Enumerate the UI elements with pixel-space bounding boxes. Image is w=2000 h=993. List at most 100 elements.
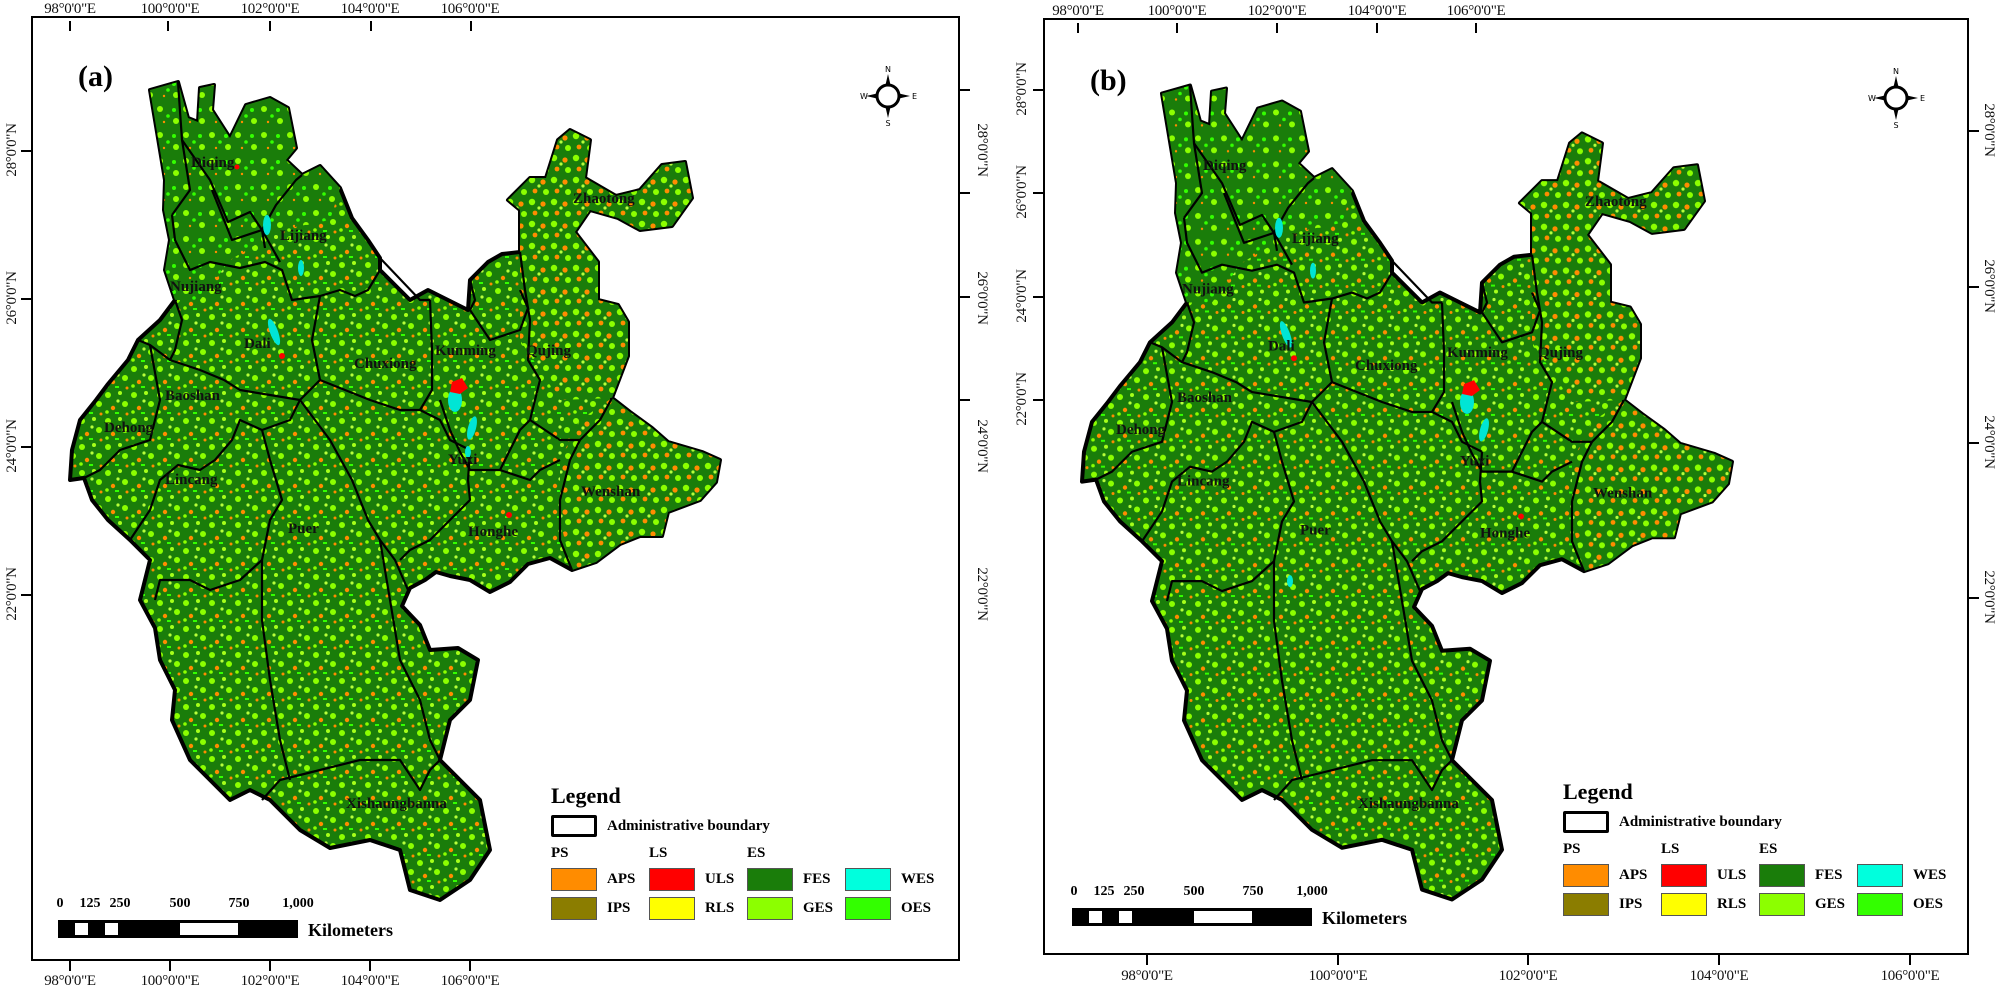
legend-title: Legend <box>1563 779 1633 804</box>
lon-tick <box>69 21 71 31</box>
lat-tick <box>960 296 970 298</box>
legend-item-ips: IPS <box>551 897 649 920</box>
region-label: Yuxi <box>1460 454 1489 470</box>
lon-tick <box>269 21 271 31</box>
lon-label-top: 106°0'0"E <box>1446 3 1506 19</box>
lon-label-top: 102°0'0"E <box>1247 3 1307 19</box>
lat-tick <box>1033 89 1043 91</box>
legend-code: APS <box>607 871 636 887</box>
legend-code: FES <box>803 871 831 887</box>
legend-group-head <box>845 845 943 862</box>
scale-segment <box>180 923 238 935</box>
lat-tick <box>1969 597 1979 599</box>
lon-tick <box>169 961 171 971</box>
scale-tick: 1,000 <box>282 896 314 911</box>
swatch <box>649 897 695 920</box>
swatch <box>1759 893 1805 916</box>
lat-tick <box>1969 286 1979 288</box>
scale-numbers: 0 125 250 500 750 1,000 <box>57 896 314 914</box>
wenshan-texture <box>1572 400 1732 572</box>
swatch <box>1661 893 1707 916</box>
swatch <box>1759 864 1805 887</box>
lat-tick <box>1033 192 1043 194</box>
lon-label-bottom: 102°0'0"E <box>240 973 300 989</box>
region-label: Chuxiong <box>354 356 417 372</box>
legend-group-head: LS <box>649 845 668 861</box>
east-texture <box>508 130 692 400</box>
region-label: Nujiang <box>170 279 222 295</box>
region-label: Qujing <box>526 343 572 359</box>
lon-tick <box>1527 955 1529 965</box>
legend-title: Legend <box>551 783 621 808</box>
legend-group-head: PS <box>1563 841 1581 857</box>
legend-item-aps: APS <box>551 868 649 891</box>
legend-code: RLS <box>705 900 735 916</box>
scale-segment <box>75 923 88 935</box>
region-label: Dehong <box>1116 422 1166 438</box>
swatch <box>649 868 695 891</box>
swatch <box>747 868 793 891</box>
panel-tag: (a) <box>78 60 113 93</box>
swatch <box>1857 864 1903 887</box>
region-label: Lijiang <box>280 228 327 244</box>
yunnan-map: Diqing Nujiang Lijiang Zhaotong Dali Chu… <box>68 80 722 902</box>
scale-segment <box>1119 911 1132 923</box>
region-label: Honghe <box>468 524 518 540</box>
boundary-swatch <box>1563 811 1609 833</box>
legend-code: WES <box>901 871 935 887</box>
legend-item-wes: WES <box>1857 864 1955 887</box>
legend-item-ges: GES <box>1759 893 1857 916</box>
region-label: Lincang <box>1177 474 1230 490</box>
legend-item-rls: RLS <box>1661 893 1759 916</box>
legend-item-rls: RLS <box>649 897 747 920</box>
lat-tick <box>1033 399 1043 401</box>
swatch <box>747 897 793 920</box>
legend-code: GES <box>803 900 834 916</box>
region-labels: Diqing Nujiang Lijiang Zhaotong Dali Chu… <box>104 155 641 812</box>
lat-tick <box>21 298 31 300</box>
region-label: Wenshan <box>581 484 641 500</box>
swatch <box>845 868 891 891</box>
swatch <box>1857 893 1903 916</box>
lon-tick <box>1077 23 1079 33</box>
scale-tick: 500 <box>169 896 191 911</box>
legend-item-uls: ULS <box>1661 864 1759 887</box>
legend-group-head: LS <box>1661 841 1680 857</box>
region-label: Zhaotong <box>1585 194 1647 210</box>
lat-tick <box>960 192 970 194</box>
north-texture <box>1162 85 1352 303</box>
lat-tick <box>960 399 970 401</box>
region-label: Kunming <box>435 343 496 359</box>
wenshan-texture <box>560 398 720 570</box>
compass-e: E <box>1920 94 1925 103</box>
north-arrow-compass-icon: N S W E <box>860 66 917 126</box>
scale-tick: 125 <box>79 896 101 911</box>
boundary-label: Administrative boundary <box>1619 813 1782 830</box>
lon-label-bottom: 100°0'0"E <box>140 973 200 989</box>
scale-bar: 0 125 250 500 750 1,000 Kilometers <box>57 896 393 940</box>
urban-areas <box>234 164 512 518</box>
region-label: Baoshan <box>1177 390 1233 406</box>
legend-item-uls: ULS <box>649 868 747 891</box>
legend-boundary: Administrative boundary <box>551 815 943 837</box>
compass-w: W <box>860 92 868 101</box>
legend-item-fes: FES <box>1759 864 1857 887</box>
scale-bar-graphic <box>58 920 298 938</box>
lat-tick <box>1969 442 1979 444</box>
lon-label-top: 106°0'0"E <box>440 1 500 17</box>
legend-group-head <box>1857 841 1955 858</box>
swatch <box>1563 864 1609 887</box>
scale-unit: Kilometers <box>308 920 393 940</box>
scale-bar: 0 125 250 500 750 1,000 Kilometers <box>1071 884 1407 928</box>
region-label: Wenshan <box>1593 486 1653 502</box>
scale-tick: 750 <box>1242 884 1264 899</box>
legend-groups: PS LS ES APS ULS FES WES IPS RLS GES OES <box>1563 841 1955 916</box>
compass-s: S <box>885 119 890 126</box>
legend-boundary: Administrative boundary <box>1563 811 1955 833</box>
region-label: Dali <box>1268 338 1295 354</box>
legend-code: WES <box>1913 867 1947 883</box>
compass-e: E <box>912 92 917 101</box>
region-label: Xishaungbanna <box>1358 796 1459 812</box>
legend-code: OES <box>1913 896 1944 912</box>
scale-segment <box>1194 911 1252 923</box>
